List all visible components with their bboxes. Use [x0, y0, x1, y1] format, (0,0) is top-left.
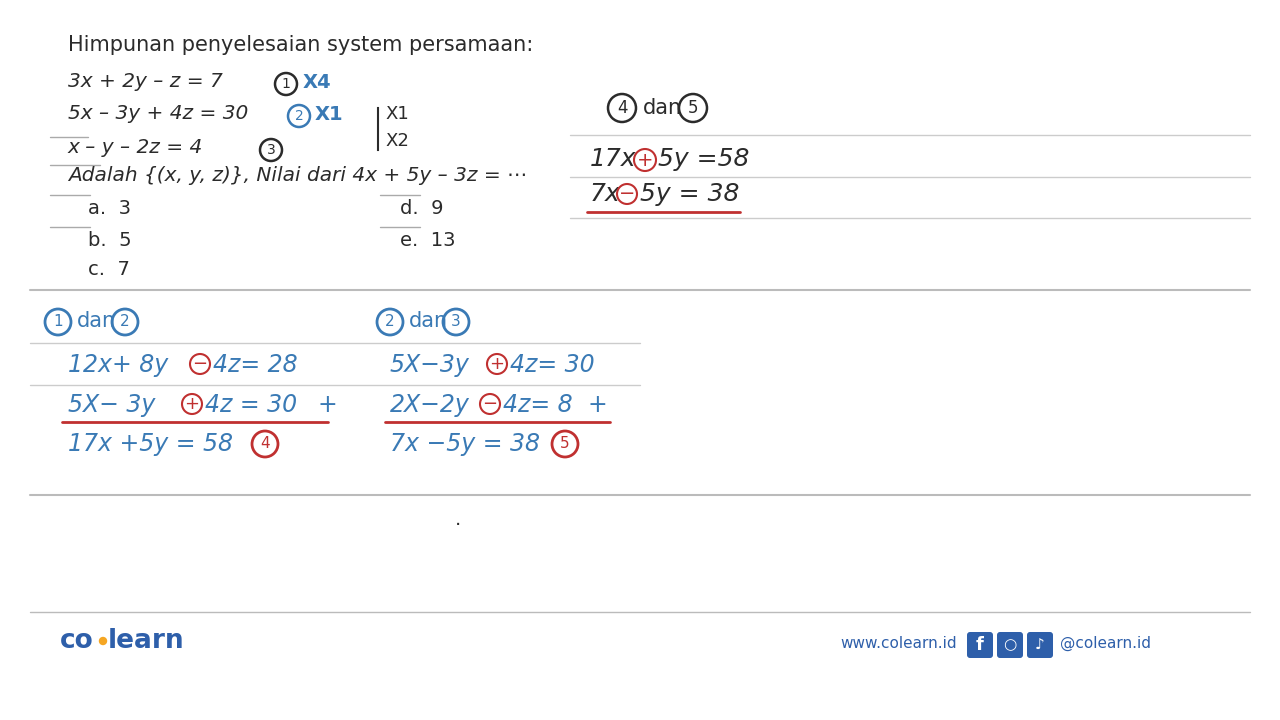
Text: 3x + 2y – z = 7: 3x + 2y – z = 7: [68, 72, 223, 91]
Text: 5y = 38: 5y = 38: [640, 182, 740, 206]
Text: Adalah {(x, y, z)}, Nilai dari 4x + 5y – 3z = ⋯: Adalah {(x, y, z)}, Nilai dari 4x + 5y –…: [68, 166, 527, 185]
Text: X2: X2: [385, 132, 408, 150]
Text: x – y – 2z = 4: x – y – 2z = 4: [68, 138, 204, 157]
Text: c.  7: c. 7: [88, 260, 129, 279]
Circle shape: [100, 637, 106, 644]
Text: e.  13: e. 13: [399, 231, 456, 250]
Text: X4: X4: [303, 73, 332, 92]
Text: 5X− 3y: 5X− 3y: [68, 393, 155, 417]
Text: 4: 4: [617, 99, 627, 117]
Text: 1: 1: [282, 77, 291, 91]
Text: 7x: 7x: [590, 182, 621, 206]
Text: +: +: [184, 395, 200, 413]
Text: 4z = 30: 4z = 30: [205, 393, 297, 417]
Text: 4: 4: [260, 436, 270, 451]
Text: 2: 2: [120, 315, 129, 330]
Text: Himpunan penyelesaian system persamaan:: Himpunan penyelesaian system persamaan:: [68, 35, 534, 55]
Text: −: −: [192, 355, 207, 373]
Text: 1: 1: [54, 315, 63, 330]
Text: +: +: [317, 393, 338, 417]
Text: dan: dan: [410, 311, 448, 331]
Text: 2: 2: [385, 315, 394, 330]
FancyBboxPatch shape: [966, 632, 993, 658]
Text: a.  3: a. 3: [88, 199, 131, 218]
Text: 3: 3: [451, 315, 461, 330]
Text: learn: learn: [108, 628, 184, 654]
Text: 5x – 3y + 4z = 30: 5x – 3y + 4z = 30: [68, 104, 248, 123]
Text: 2: 2: [294, 109, 303, 123]
FancyBboxPatch shape: [1027, 632, 1053, 658]
Text: www.colearn.id: www.colearn.id: [840, 636, 956, 651]
Text: 5: 5: [687, 99, 699, 117]
Text: +: +: [489, 355, 504, 373]
Text: f: f: [977, 636, 984, 654]
Text: .: .: [454, 510, 461, 529]
Text: 7x −5y = 38: 7x −5y = 38: [390, 432, 540, 456]
Text: 5: 5: [561, 436, 570, 451]
Text: co: co: [60, 628, 93, 654]
Text: 5X−3y: 5X−3y: [390, 353, 470, 377]
Text: 4z= 30: 4z= 30: [509, 353, 595, 377]
Text: −: −: [618, 184, 635, 204]
Text: 5y =58: 5y =58: [658, 147, 749, 171]
Text: 17x: 17x: [590, 147, 636, 171]
Text: @colearn.id: @colearn.id: [1060, 636, 1151, 651]
Text: 4z= 28: 4z= 28: [212, 353, 298, 377]
Text: +: +: [636, 150, 653, 169]
Text: 4z= 8: 4z= 8: [503, 393, 572, 417]
Text: +: +: [588, 393, 607, 417]
Text: ○: ○: [1004, 637, 1016, 652]
Text: dan: dan: [77, 311, 116, 331]
Text: 17x +5y = 58: 17x +5y = 58: [68, 432, 233, 456]
Text: d.  9: d. 9: [399, 199, 443, 218]
Text: ♪: ♪: [1036, 637, 1044, 652]
Text: 3: 3: [266, 143, 275, 157]
Text: dan: dan: [643, 98, 682, 118]
Text: b.  5: b. 5: [88, 231, 132, 250]
Text: X1: X1: [385, 105, 408, 123]
Text: −: −: [483, 395, 498, 413]
Text: X1: X1: [315, 105, 343, 124]
FancyBboxPatch shape: [997, 632, 1023, 658]
Text: 2X−2y: 2X−2y: [390, 393, 470, 417]
Text: 12x+ 8y: 12x+ 8y: [68, 353, 168, 377]
